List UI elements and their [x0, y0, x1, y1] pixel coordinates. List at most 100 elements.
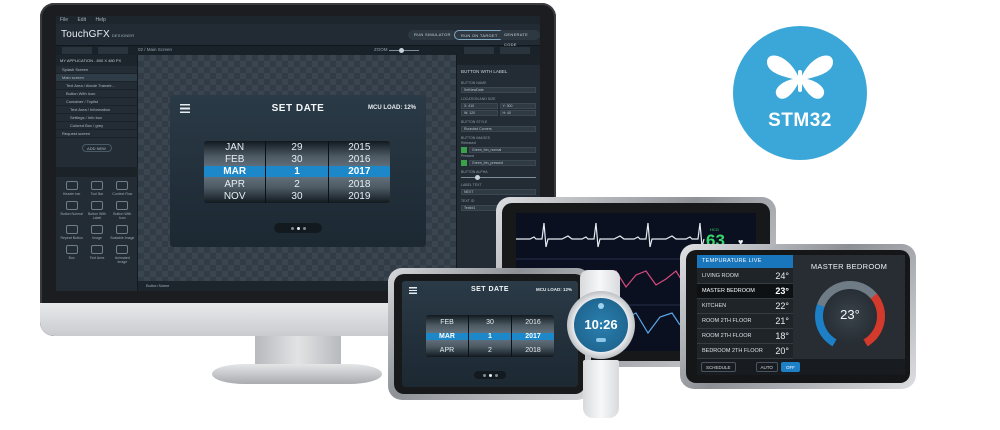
- tree-item[interactable]: Button With Icon: [56, 90, 137, 98]
- alpha-slider-handle[interactable]: [475, 175, 480, 180]
- mcu-load-readout: MCU LOAD: 12%: [367, 105, 416, 111]
- tablet-month-wheel[interactable]: FEB MAR APR: [426, 315, 469, 357]
- zoom-slider-track[interactable]: [389, 50, 419, 51]
- menu-edit[interactable]: Edit: [77, 17, 87, 23]
- widget-button-normal[interactable]: Button Normal: [59, 201, 84, 220]
- widget-button-with-label[interactable]: Button With Label: [84, 201, 109, 220]
- widget-repeat-button[interactable]: Repeat Button: [59, 225, 84, 240]
- year-wheel[interactable]: 2015 2016 2017 2018 2019: [328, 141, 390, 203]
- widget-icon: [90, 181, 103, 190]
- released-image-input[interactable]: Green_btn_normal: [469, 147, 536, 153]
- page-dot-active: [296, 226, 300, 230]
- page-indicator[interactable]: [274, 223, 322, 233]
- widget-context-row[interactable]: Context Row: [110, 181, 135, 196]
- day-wheel[interactable]: 29 30 1 2 30: [266, 141, 329, 203]
- tree-item[interactable]: Container / Toplist: [56, 98, 137, 106]
- tree-item-splash[interactable]: Splash Screen: [56, 66, 137, 74]
- date-picker-wheels[interactable]: JAN FEB MAR APR NOV 29 30 1 2 30 201: [204, 141, 390, 203]
- application-title: MY APPLICATION - 800 X 480 PX: [56, 55, 137, 66]
- tree-item[interactable]: Text Area / Abcde Transfe...: [56, 82, 137, 90]
- watch-button-icon[interactable]: [596, 338, 606, 342]
- size-row: W: 120 H: 40: [461, 110, 536, 116]
- label-text-input[interactable]: NEXT: [461, 189, 536, 195]
- room-row-selected[interactable]: MASTER BEDROOM 23°: [697, 284, 793, 299]
- run-simulator-button[interactable]: RUN SIMULATOR: [408, 30, 457, 40]
- released-swatch[interactable]: [461, 147, 467, 153]
- widget-box[interactable]: Box: [59, 245, 84, 264]
- stm32-logo: STM32: [733, 26, 867, 160]
- tablet-year-wheel[interactable]: 2016 2017 2018: [512, 315, 554, 357]
- widget-label: Repeat Button: [60, 236, 83, 240]
- room-name: ROOM 2TH FLOOR: [702, 333, 752, 339]
- designer-toolbar: TouchGFX DESIGNER RUN SIMULATOR RUN ON TA…: [56, 24, 540, 47]
- tablet-page-indicator[interactable]: [474, 371, 506, 379]
- room-temp: 23°: [775, 286, 789, 296]
- tree-item-request[interactable]: Request screen: [56, 130, 137, 138]
- y-input[interactable]: Y: 300: [499, 103, 536, 109]
- tab-interactions[interactable]: [500, 47, 530, 54]
- butterfly-icon: [767, 55, 833, 99]
- w-input[interactable]: W: 120: [461, 110, 498, 116]
- properties-tabs[interactable]: [457, 55, 540, 65]
- tree-item-main[interactable]: Main screen: [56, 74, 137, 82]
- widget-header-bar[interactable]: Header bar: [59, 181, 84, 196]
- zoom-slider-handle[interactable]: [399, 48, 404, 53]
- widget-text-area[interactable]: Text Area: [84, 245, 109, 264]
- tablet-date-wheels[interactable]: FEB MAR APR 30 1 2 2016 2017 2018: [426, 315, 554, 357]
- button-alpha-label: BUTTON ALPHA: [461, 170, 488, 174]
- tablet-selected-month: MAR: [426, 332, 468, 340]
- tab-properties[interactable]: [464, 47, 494, 54]
- room-row[interactable]: LIVING ROOM 24°: [697, 269, 793, 284]
- tree-item[interactable]: Text Area / Information: [56, 106, 137, 114]
- menu-file[interactable]: File: [60, 17, 69, 23]
- widget-scalable-image[interactable]: Scalable Image: [110, 225, 135, 240]
- set-date-screen-preview[interactable]: SET DATE MCU LOAD: 12% JAN FEB MAR APR N…: [170, 95, 426, 247]
- button-style-label: BUTTON STYLE: [461, 120, 488, 124]
- widget-label: Scalable Image: [110, 236, 135, 240]
- h-input[interactable]: H: 40: [499, 110, 536, 116]
- wheel-value: 30: [291, 191, 303, 203]
- wheel-value: 2: [294, 178, 300, 190]
- room-row[interactable]: BEDROOM 2TH FLOOR 20°: [697, 344, 793, 359]
- room-row[interactable]: ROOM 2TH FLOOR 21°: [697, 314, 793, 329]
- pressed-image-input[interactable]: Green_btn_pressed: [469, 160, 536, 166]
- widget-label: Button Normal: [60, 212, 83, 216]
- temperature-dial[interactable]: 23°: [815, 281, 885, 351]
- widget-button-with-icon[interactable]: Button With Icon: [110, 201, 135, 220]
- widget-tabs[interactable]: [56, 167, 138, 177]
- screen-tree: Splash Screen Main screen Text Area / Ab…: [56, 66, 137, 138]
- alpha-slider[interactable]: [461, 175, 536, 180]
- tree-item[interactable]: Settings / Info box: [56, 114, 137, 122]
- auto-button[interactable]: AUTO: [755, 362, 778, 372]
- room-row[interactable]: ROOM 2TH FLOOR 18°: [697, 329, 793, 344]
- tab-screens[interactable]: [62, 47, 92, 54]
- widget-image[interactable]: Image: [84, 225, 109, 240]
- tablet-set-date-screen[interactable]: SET DATE MCU LOAD: 12% FEB MAR APR 30 1 …: [402, 281, 578, 387]
- menu-help[interactable]: Help: [95, 17, 106, 23]
- generate-code-button[interactable]: GENERATE CODE: [498, 30, 540, 47]
- button-style-select[interactable]: Rounded Corners: [461, 126, 536, 132]
- off-button[interactable]: OFF: [780, 362, 800, 372]
- month-wheel[interactable]: JAN FEB MAR APR NOV: [204, 141, 267, 203]
- wheel-value: 30: [486, 318, 494, 326]
- widget-animated-image[interactable]: Animated Image: [110, 245, 135, 264]
- tree-item[interactable]: Colored Box / grey: [56, 122, 137, 130]
- schedule-button[interactable]: SCHEDULE: [701, 362, 736, 372]
- monitor-stand: [255, 336, 341, 366]
- room-row[interactable]: KITCHEN 22°: [697, 299, 793, 314]
- properties-title: BUTTON WITH LABEL: [461, 69, 508, 74]
- add-new-screen-button[interactable]: ADD NEW: [81, 144, 112, 152]
- hamburger-menu-icon[interactable]: [409, 287, 417, 294]
- label-text-label: LABEL TEXT: [461, 183, 482, 187]
- button-name-input[interactable]: SetNewDate: [461, 87, 536, 93]
- x-input[interactable]: X: 410: [461, 103, 498, 109]
- smartwatch-face[interactable]: 10:26: [574, 298, 628, 352]
- tablet-day-wheel[interactable]: 30 1 2: [469, 315, 512, 357]
- hamburger-menu-icon[interactable]: [180, 104, 190, 113]
- button-name-label: BUTTON NAME: [461, 81, 487, 85]
- monitor-stand-base: [212, 364, 382, 384]
- tab-assets[interactable]: [98, 47, 128, 54]
- design-canvas[interactable]: SET DATE MCU LOAD: 12% JAN FEB MAR APR N…: [138, 55, 456, 281]
- widget-tool-bar[interactable]: Tool Bar: [84, 181, 109, 196]
- pressed-swatch[interactable]: [461, 160, 467, 166]
